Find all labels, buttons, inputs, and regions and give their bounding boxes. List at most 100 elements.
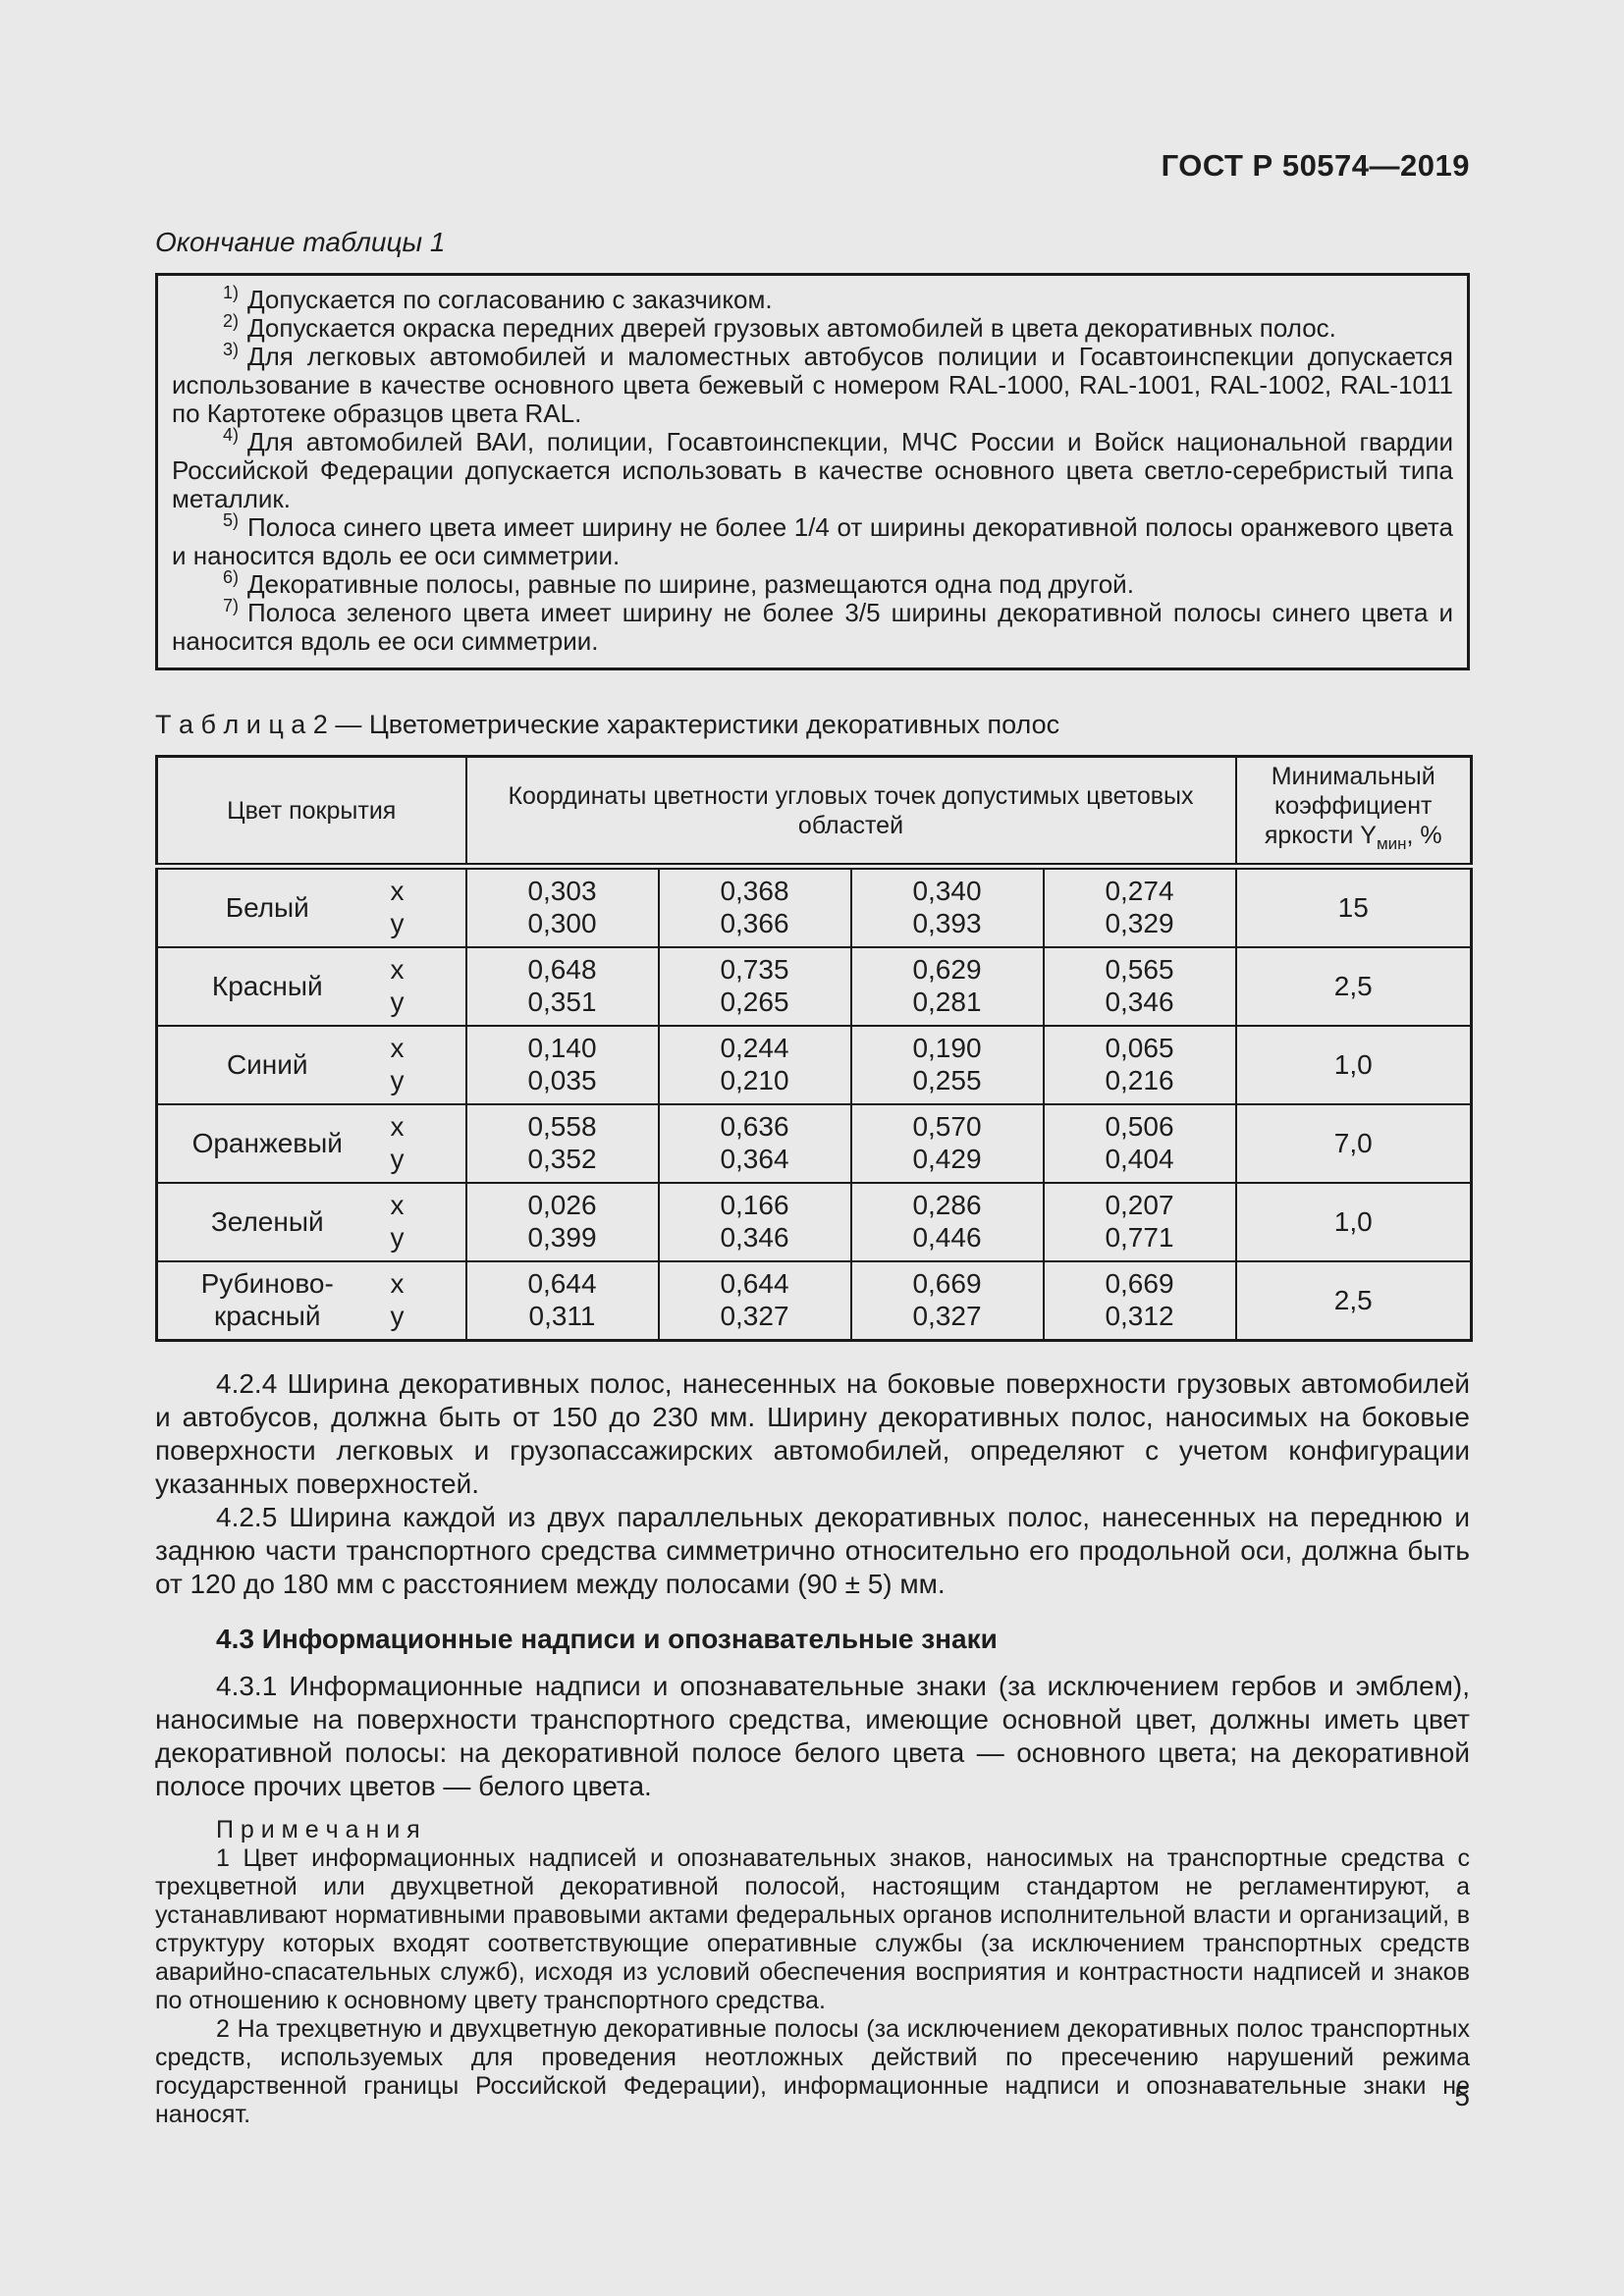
coord-cell: 0,368 0,366 — [657, 865, 852, 948]
y-value: 0,312 — [1105, 1301, 1174, 1331]
coord-cell: 0,207 0,771 — [1042, 1182, 1237, 1262]
coord-cell: 0,644 0,311 — [464, 1260, 660, 1342]
y-value: 0,366 — [720, 908, 789, 938]
color-name: Белый — [225, 891, 309, 923]
footnote-2: 2) Допускается окраска передних дверей гр… — [172, 311, 1453, 343]
table2-header-ymin-text: Минимальный коэффициент яркости Y — [1264, 763, 1435, 849]
x-value: 0,506 — [1105, 1111, 1174, 1142]
footnote-1: 1) Допускается по согласованию с заказчик… — [172, 283, 1453, 314]
coord-cell: 0,244 0,210 — [657, 1025, 852, 1105]
y-label: y — [390, 1065, 405, 1095]
x-value: 0,166 — [720, 1190, 789, 1220]
y-value: 0,346 — [720, 1222, 789, 1253]
x-value: 0,636 — [720, 1111, 789, 1142]
x-label: x — [390, 1190, 405, 1220]
footnote-6: 6) Декоративные полосы, равные по ширине,… — [172, 567, 1453, 599]
footnote-3-text: Для легковых автомобилей и маломестных а… — [172, 342, 1453, 428]
table2-title: Т а б л и ц а 2 — Цветометрические харак… — [155, 710, 1060, 739]
coord-cell: 0,644 0,327 — [657, 1260, 852, 1342]
footnote-4-text: Для автомобилей ВАИ, полиции, Госавтоинс… — [172, 427, 1453, 513]
y-label: y — [390, 1144, 405, 1174]
x-value: 0,140 — [527, 1033, 597, 1063]
ymin-cell: 15 — [1234, 865, 1473, 948]
table2: Цвет покрытия Координаты цветности углов… — [155, 755, 1473, 1342]
footnote-4: 4) Для автомобилей ВАИ, полиции, Госавтои… — [172, 426, 1453, 513]
y-label: y — [390, 1222, 405, 1253]
y-value: 0,429 — [912, 1144, 982, 1174]
color-name: Синий — [226, 1048, 308, 1080]
coord-cell: 0,140 0,035 — [464, 1025, 660, 1105]
coord-cell: 0,026 0,399 — [464, 1182, 660, 1262]
color-name: Оранжевый — [191, 1127, 343, 1158]
x-value: 0,735 — [720, 954, 789, 985]
page-number: 5 — [1454, 2081, 1470, 2111]
y-value: 0,771 — [1105, 1222, 1174, 1253]
footnote-2-text: Допускается окраска передних дверей груз… — [247, 313, 1336, 343]
coord-cell: 0,565 0,346 — [1042, 946, 1237, 1027]
coord-cell: 0,648 0,351 — [464, 946, 660, 1027]
x-value: 0,669 — [1105, 1268, 1174, 1299]
coord-cell: 0,735 0,265 — [657, 946, 852, 1027]
y-value: 0,329 — [1105, 908, 1174, 938]
footnote-3: 3) Для легковых автомобилей и маломестных… — [172, 340, 1453, 428]
x-value: 0,286 — [912, 1190, 982, 1220]
footnote-1-text: Допускается по согласованию с заказчиком… — [247, 285, 773, 314]
footnote-2-marker: 2) — [223, 311, 240, 332]
x-label: x — [390, 954, 405, 985]
x-value: 0,644 — [720, 1268, 789, 1299]
y-label: y — [390, 1301, 405, 1331]
y-value: 0,281 — [912, 987, 982, 1017]
x-value: 0,190 — [912, 1033, 982, 1063]
coord-cell: 0,340 0,393 — [849, 865, 1045, 948]
x-value: 0,274 — [1105, 876, 1174, 906]
footnote-1-marker: 1) — [223, 283, 240, 303]
footnote-7-marker: 7) — [223, 596, 240, 616]
ymin-cell: 2,5 — [1234, 1260, 1473, 1342]
y-value: 0,352 — [527, 1144, 597, 1174]
x-label: x — [390, 1268, 405, 1299]
coord-cell: 0,636 0,364 — [657, 1103, 852, 1184]
table2-header-row: Цвет покрытия Координаты цветности углов… — [155, 755, 1473, 870]
table2-header-coords: Координаты цветности угловых точек допус… — [464, 755, 1237, 870]
y-value: 0,364 — [720, 1144, 789, 1174]
notes-title: П р и м е ч а н и я — [216, 1816, 420, 1843]
y-value: 0,255 — [912, 1065, 982, 1095]
footnote-3-marker: 3) — [223, 340, 240, 360]
y-value: 0,210 — [720, 1065, 789, 1095]
y-value: 0,351 — [527, 987, 597, 1017]
x-value: 0,026 — [527, 1190, 597, 1220]
x-value: 0,207 — [1105, 1190, 1174, 1220]
footnote-6-marker: 6) — [223, 567, 240, 588]
x-value: 0,570 — [912, 1111, 982, 1142]
heading-4-3: 4.3 Информационные надписи и опознавател… — [216, 1624, 998, 1654]
x-label: x — [390, 1111, 405, 1142]
x-value: 0,629 — [912, 954, 982, 985]
coord-cell: 0,669 0,312 — [1042, 1260, 1237, 1342]
x-value: 0,065 — [1105, 1033, 1174, 1063]
y-value: 0,311 — [528, 1301, 596, 1331]
x-label: x — [390, 876, 405, 906]
color-name: Красный — [211, 970, 323, 1001]
y-value: 0,035 — [527, 1065, 597, 1095]
y-value: 0,446 — [912, 1222, 982, 1253]
coord-cell: 0,506 0,404 — [1042, 1103, 1237, 1184]
paragraph-4-2-4: 4.2.4 Ширина декоративных полос, нанесен… — [155, 1368, 1470, 1499]
table2-header-ymin: Минимальный коэффициент яркости Yмин, % — [1234, 755, 1473, 870]
table2-header-color: Цвет покрытия — [155, 755, 467, 870]
y-value: 0,300 — [527, 908, 597, 938]
x-value: 0,303 — [527, 876, 597, 906]
y-label: y — [390, 987, 405, 1017]
x-value: 0,565 — [1105, 954, 1174, 985]
footnote-7-text: Полоса зеленого цвета имеет ширину не бо… — [172, 598, 1453, 656]
note-2: 2 На трехцветную и двухцветную декоратив… — [155, 2015, 1470, 2128]
coord-cell: 0,166 0,346 — [657, 1182, 852, 1262]
x-value: 0,648 — [527, 954, 597, 985]
